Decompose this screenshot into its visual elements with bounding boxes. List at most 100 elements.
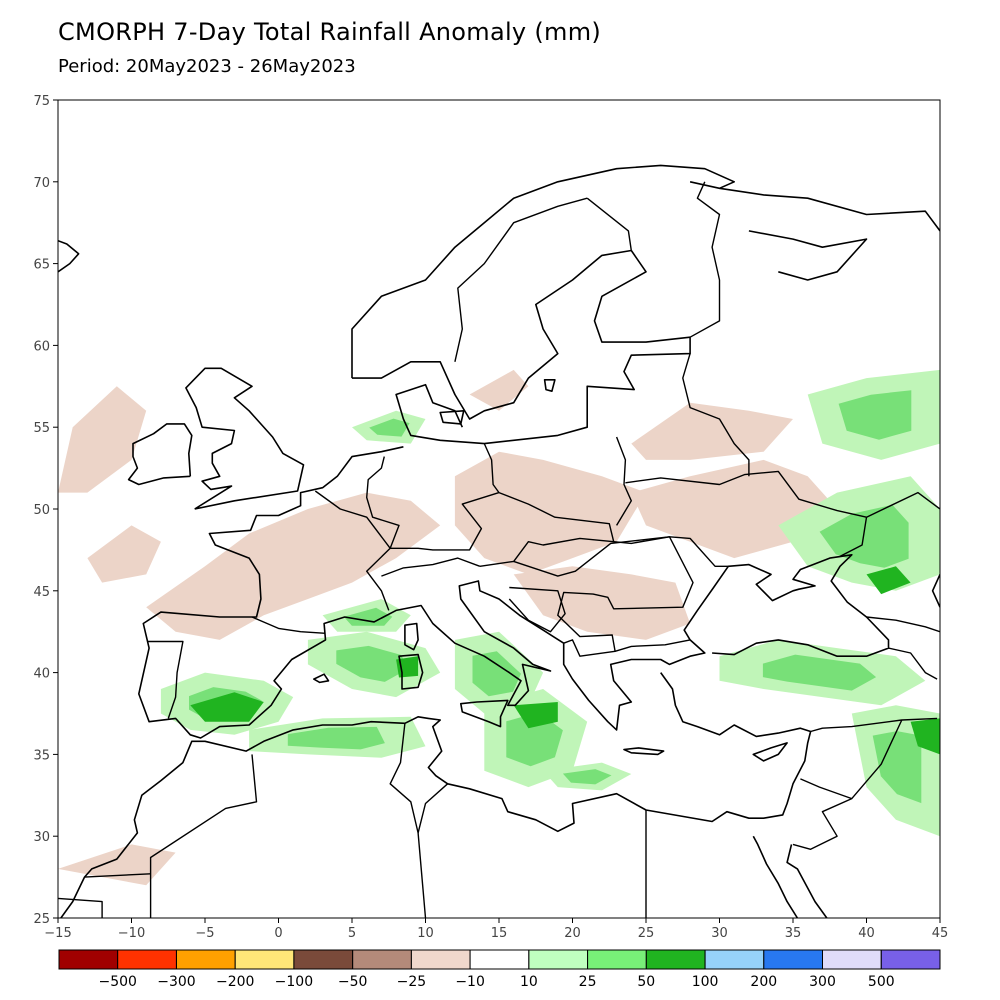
wet-anomaly-mid-algeria-north (287, 726, 385, 750)
x-tick-label: 40 (858, 926, 875, 941)
colorbar-label: −50 (338, 974, 368, 990)
colorbar-swatch (176, 949, 236, 970)
x-tick-label: 0 (274, 926, 282, 941)
x-tick-label: 15 (491, 926, 508, 941)
dry-anomaly-sweden-south (469, 369, 529, 411)
y-tick-label: 35 (33, 748, 50, 763)
wet-anomaly-mid-ionian-libya (506, 712, 563, 767)
period-subtitle: Period: 20May2023 - 26May2023 (58, 56, 356, 77)
colorbar-label: −500 (98, 974, 136, 990)
border-spain-portugal (147, 640, 184, 719)
colorbar-label: −100 (275, 974, 313, 990)
coastline-britain (185, 367, 305, 510)
colorbar-swatch (58, 949, 119, 970)
border-kazakhstan (866, 491, 940, 518)
x-tick-label: 35 (785, 926, 802, 941)
colorbar-swatch (234, 949, 295, 970)
border-tunisia-algeria (389, 723, 419, 834)
wet-anomaly-mid-middle-east (872, 731, 922, 804)
island-zealand (439, 410, 465, 425)
coastline-russia-arctic (719, 187, 940, 232)
colorbar-swatch (117, 949, 177, 970)
dry-anomaly-iberia-france (146, 492, 441, 640)
border-bosnia (508, 586, 566, 633)
border-algeria-morocco (149, 754, 258, 918)
island-sicily (460, 699, 509, 728)
y-tick-label: 30 (33, 830, 50, 845)
colorbar-label: 10 (520, 974, 538, 990)
border-mauritania (84, 873, 151, 878)
island-gotland (543, 379, 556, 392)
island-mallorca (313, 673, 330, 684)
colorbar-swatch (528, 949, 589, 970)
border-russia-baltics (682, 353, 750, 477)
island-corsica (404, 622, 419, 651)
colorbar-swatch (645, 949, 706, 970)
colorbar-swatch (469, 949, 530, 970)
x-tick-label: 45 (932, 926, 949, 941)
border-germany-poland (483, 443, 500, 494)
colorbar-swatch (880, 949, 941, 970)
wet-anomaly-mid-north-russia (838, 390, 912, 440)
x-tick-label: 5 (348, 926, 356, 941)
colorbar-swatch (763, 949, 823, 970)
island-crete (623, 747, 665, 756)
colorbar-swatch (704, 949, 765, 970)
border-france-east (314, 490, 391, 611)
y-tick-label: 70 (33, 176, 50, 191)
x-tick-label: −5 (195, 926, 214, 941)
coastline-red-sea-west (752, 835, 799, 918)
coastline-norway-coast (351, 164, 735, 379)
colorbar-label: 200 (750, 974, 777, 990)
border-pyrenees (251, 616, 326, 634)
colorbar-label: 25 (579, 974, 597, 990)
dry-anomaly-morocco-pale (58, 844, 176, 886)
border-sweden-finland (586, 197, 632, 251)
border-austria-hungary (479, 491, 615, 567)
y-tick-label: 40 (33, 667, 50, 682)
colorbar-label: 100 (692, 974, 719, 990)
colorbar-label: 500 (868, 974, 895, 990)
border-balkans-borders (513, 536, 694, 657)
border-belarus-ukraine (625, 470, 868, 558)
border-bulgaria-greece (614, 639, 691, 652)
coastline-kola-whitesea (748, 230, 868, 281)
colorbar-swatch (587, 949, 647, 970)
coastline-iceland-edge (58, 239, 80, 273)
island-cyprus (752, 742, 788, 762)
y-tick-label: 25 (33, 912, 50, 927)
coastline-turkey-south (60, 672, 812, 918)
map-title: CMORPH 7-Day Total Rainfall Anomaly (mm) (58, 18, 602, 46)
dry-anomaly-atlantic-streak (58, 386, 147, 493)
wet-anomaly-strong-spain-core (190, 692, 264, 722)
coastline-baltic-sweden (352, 249, 632, 420)
x-tick-label: 25 (638, 926, 655, 941)
border-western-sahara (58, 897, 103, 918)
dry-anomaly-balkans (513, 566, 691, 640)
border-georgia-armenia (866, 616, 940, 633)
colorbar-label: −25 (397, 974, 427, 990)
dry-anomaly-central-europe (454, 451, 646, 575)
colorbar-swatch (293, 949, 354, 970)
coastline-finland-coast (593, 250, 691, 343)
coastline-ireland (127, 423, 193, 486)
x-tick-label: −15 (44, 926, 71, 941)
colorbar-swatch (410, 949, 471, 970)
coastline-north-sea-continent (138, 446, 890, 739)
border-turkey-syria (810, 717, 938, 733)
y-tick-label: 45 (33, 585, 50, 600)
colorbar-label: 300 (809, 974, 836, 990)
x-tick-label: 20 (564, 926, 581, 941)
border-libya-algeria (417, 783, 449, 834)
y-tick-label: 60 (33, 339, 50, 354)
coastline-baltic-east (395, 337, 691, 445)
wet-anomaly-mid-turkey (762, 654, 877, 691)
wet-anomaly-mid-egypt-north (562, 769, 612, 785)
island-sardinia (398, 653, 424, 690)
colorbar-label: −10 (455, 974, 485, 990)
colorbar-label: −300 (157, 974, 195, 990)
x-tick-label: 10 (417, 926, 434, 941)
colorbar-swatch (822, 949, 882, 970)
wet-anomaly-mid-denmark-north-sea (369, 418, 410, 437)
border-finland-russia (689, 181, 721, 338)
